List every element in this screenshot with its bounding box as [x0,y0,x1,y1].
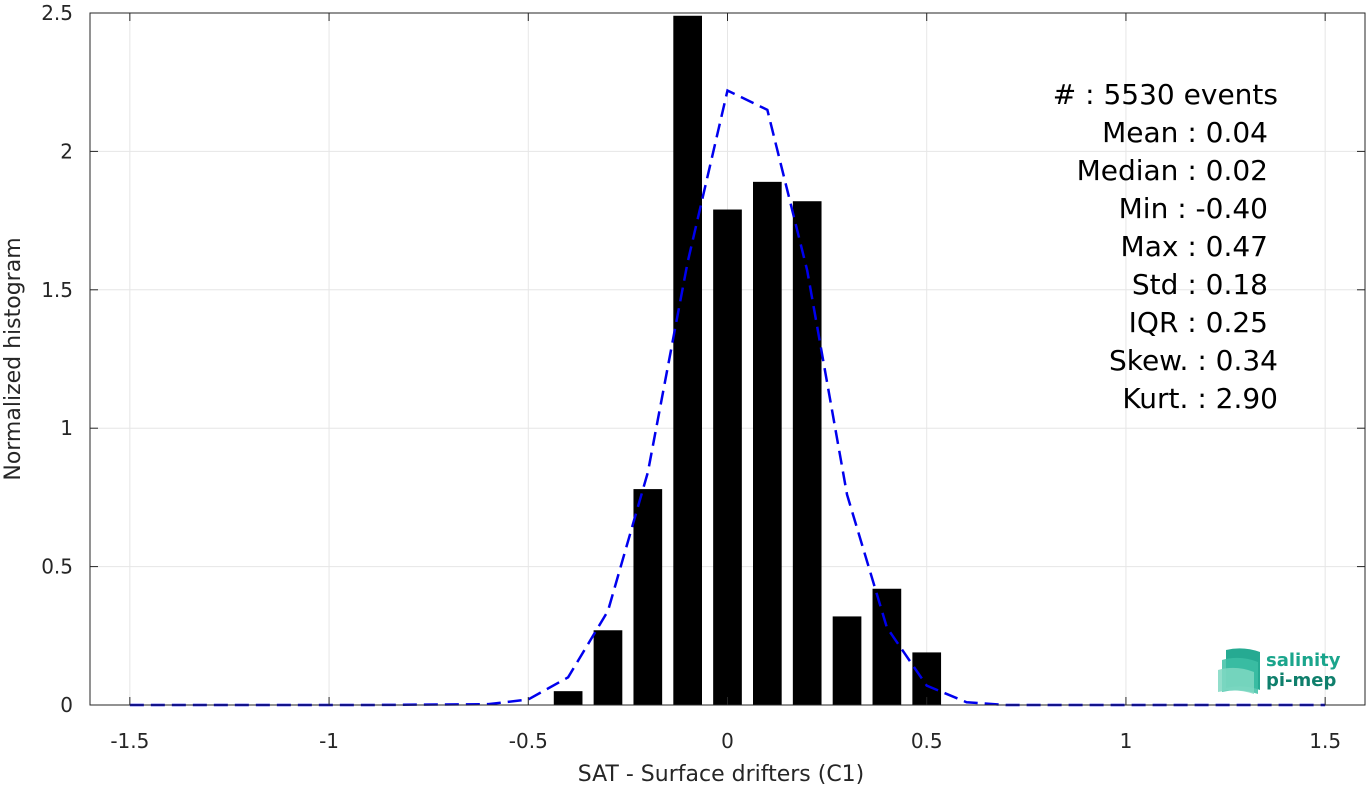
y-tick-label: 1.5 [41,278,73,302]
x-tick-label: 1 [1120,729,1133,753]
histogram-bar [912,652,942,705]
x-axis-ticks: -1.5 -1 -0.5 0 0.5 1 1.5 [110,13,1341,753]
x-tick-label: 0 [721,729,734,753]
logo-line1: salinity [1266,650,1341,671]
y-tick-label: 0 [60,693,73,717]
histogram-bar [593,630,623,705]
histogram-bar [792,201,822,705]
waves-icon [1218,648,1260,694]
stats-line: Kurt. : 2.90 [1122,382,1278,415]
stats-line: # : 5530 events [1053,78,1278,111]
x-tick-label: -0.5 [509,729,548,753]
histogram-bar [872,588,902,705]
fit-curve [129,88,1326,707]
histogram-bar [633,489,663,705]
stats-line: Median : 0.02 [1077,154,1268,187]
y-tick-label: 1 [60,416,73,440]
histogram-bar [673,15,702,705]
x-tick-label: 1.5 [1309,729,1341,753]
x-tick-label: -1.5 [110,729,149,753]
stats-line: IQR : 0.25 [1129,306,1268,339]
x-axis-title: SAT - Surface drifters (C1) [578,762,865,785]
histogram-bar [832,616,862,705]
stats-line: Min : -0.40 [1119,192,1268,225]
stats-line: Mean : 0.04 [1102,116,1268,149]
stats-line: Max : 0.47 [1121,230,1268,263]
logo-line2: pi-mep [1266,670,1336,691]
histogram-bar [713,209,742,705]
y-axis-title: Normalized histogram [1,237,26,480]
y-tick-label: 2 [60,139,73,163]
histogram-bar [553,691,583,705]
x-tick-label: -1 [319,729,339,753]
x-tick-label: 0.5 [911,729,943,753]
stats-line: Skew. : 0.34 [1109,344,1278,377]
salinity-pi-mep-logo: salinity pi-mep [1218,648,1341,694]
y-tick-label: 2.5 [41,1,73,25]
stats-box: # : 5530 events Mean : 0.04 Median : 0.02 M… [1053,78,1278,415]
histogram-bars [553,15,942,705]
y-axis-ticks: 0 0.5 1 1.5 2 2.5 [41,1,1365,717]
histogram-bar [753,181,782,705]
stats-line: Std : 0.18 [1132,268,1268,301]
y-tick-label: 0.5 [41,555,73,579]
